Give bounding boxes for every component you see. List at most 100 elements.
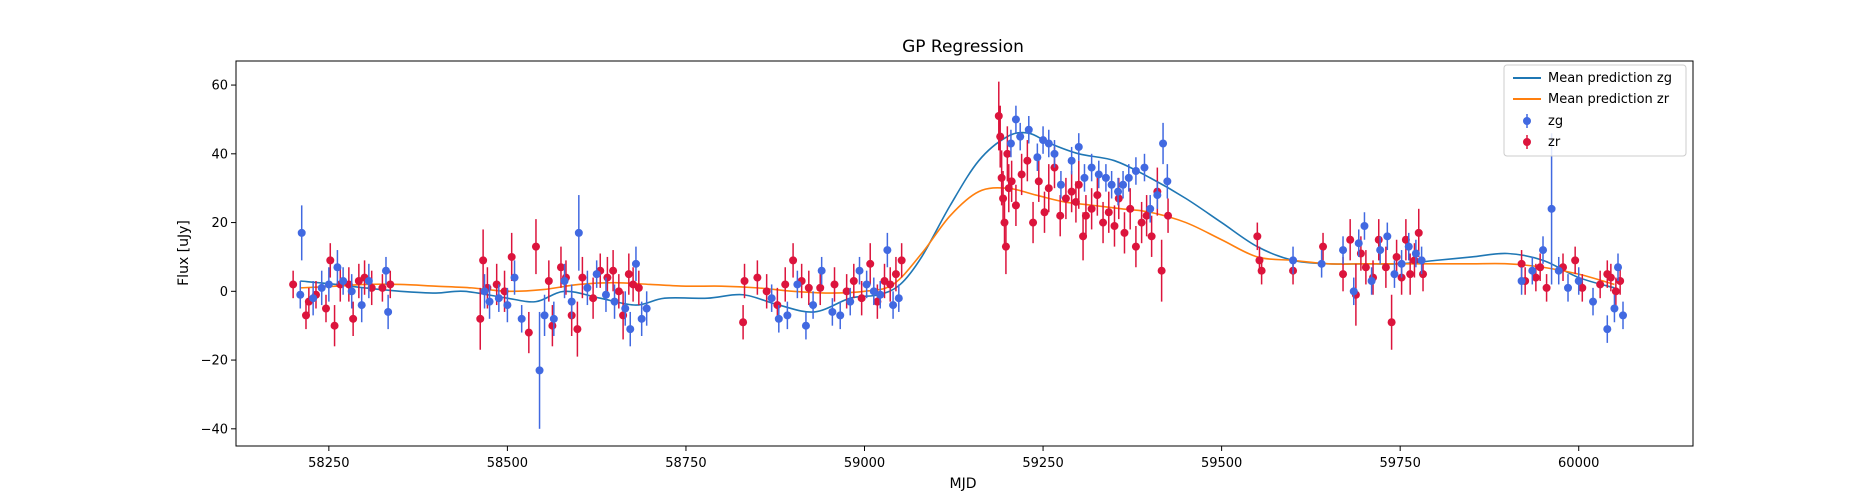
- zr-point: [634, 283, 643, 292]
- zg-point: [621, 304, 630, 313]
- zg-point: [642, 304, 651, 313]
- zr-point: [573, 325, 582, 334]
- zg-point: [631, 259, 640, 268]
- zr-point: [1056, 211, 1065, 220]
- zr-point: [1253, 232, 1262, 241]
- x-tick-label: 58250: [308, 456, 349, 471]
- zr-point: [1007, 177, 1016, 186]
- zg-point: [1417, 256, 1426, 265]
- zr-point: [1120, 228, 1129, 237]
- zr-point: [1392, 252, 1401, 261]
- zg-point: [1397, 259, 1406, 268]
- zg-point: [883, 246, 892, 255]
- zr-point: [326, 256, 335, 265]
- x-tick-label: 59250: [1022, 456, 1063, 471]
- zg-point: [535, 366, 544, 375]
- zg-point: [1603, 325, 1612, 334]
- x-tick-label: 60000: [1558, 456, 1599, 471]
- axes-frame: [235, 60, 1694, 447]
- zr-point: [1093, 191, 1102, 200]
- zr-point: [548, 321, 557, 330]
- zg-point: [767, 294, 776, 303]
- zr-point: [781, 280, 790, 289]
- zr-point: [500, 287, 509, 296]
- zg-point: [1610, 304, 1619, 313]
- zr-point: [1001, 242, 1010, 251]
- mean-line-zr: [300, 187, 1615, 294]
- zg-point: [517, 314, 526, 323]
- zg-point: [364, 277, 373, 285]
- zg-point: [339, 277, 348, 285]
- zg-point: [1067, 156, 1076, 165]
- x-tick-label: 59500: [1201, 456, 1242, 471]
- zg-point: [801, 321, 810, 330]
- zg-point: [1547, 204, 1556, 213]
- zr-point: [544, 277, 553, 285]
- zr-point: [1079, 232, 1088, 241]
- zr-point: [614, 287, 623, 296]
- zr-point: [609, 266, 618, 275]
- zg-point: [1383, 232, 1392, 241]
- y-tick-label: 20: [211, 216, 228, 231]
- zg-point: [1163, 177, 1172, 186]
- zr-point: [1126, 204, 1135, 213]
- zg-point: [1107, 180, 1116, 189]
- zg-point: [1564, 283, 1573, 292]
- zg-point: [1074, 142, 1083, 151]
- zr-point: [1147, 232, 1156, 241]
- zr-point: [886, 280, 895, 289]
- zg-point: [637, 314, 646, 323]
- zg-point: [846, 297, 855, 306]
- zr-point: [1034, 177, 1043, 186]
- zg-point: [1094, 170, 1103, 179]
- legend-label-zr: zr: [1548, 135, 1561, 150]
- y-axis-ticks: −40 −20 0 20 40 60: [201, 79, 236, 437]
- zr-point: [1387, 318, 1396, 327]
- zr-point: [1571, 256, 1580, 265]
- zr-point: [999, 194, 1008, 203]
- zg-point: [1140, 163, 1149, 172]
- zr-point: [1374, 235, 1383, 244]
- zr-point: [1361, 263, 1370, 272]
- zr-point: [1319, 242, 1328, 251]
- zr-point: [1074, 180, 1083, 189]
- zr-point: [1131, 242, 1140, 251]
- zr-point: [1137, 218, 1146, 227]
- x-tick-label: 59000: [844, 456, 885, 471]
- zg-point: [560, 277, 569, 285]
- zr-point: [556, 263, 565, 272]
- zr-point: [1606, 273, 1615, 282]
- zr-point: [524, 328, 533, 337]
- zg-point: [774, 314, 783, 323]
- legend-marker-zg: [1523, 117, 1531, 125]
- zr-point: [624, 270, 633, 279]
- zr-point: [1061, 194, 1070, 203]
- y-tick-label: 60: [211, 79, 228, 94]
- zg-point: [809, 301, 818, 310]
- x-tick-label: 58500: [487, 456, 528, 471]
- zg-point: [480, 287, 489, 296]
- zr-point: [1000, 218, 1009, 227]
- zg-point: [297, 228, 306, 237]
- zg-point: [540, 311, 549, 320]
- zg-point: [510, 273, 519, 282]
- zg-point: [1354, 239, 1363, 248]
- zg-point: [1367, 277, 1376, 285]
- zr-point: [1029, 218, 1038, 227]
- zg-point: [1159, 139, 1168, 148]
- zr-point: [857, 294, 866, 303]
- zg-point: [1411, 249, 1420, 258]
- zg-point: [1589, 297, 1598, 306]
- zr-point: [378, 283, 387, 292]
- zg-point: [894, 294, 903, 303]
- zr-point: [1346, 235, 1355, 244]
- zg-point: [610, 297, 619, 306]
- zr-point: [1110, 222, 1119, 230]
- zg-points: [296, 105, 1628, 429]
- zg-point: [592, 270, 601, 279]
- zg-point: [1574, 277, 1583, 285]
- y-tick-label: 0: [220, 285, 228, 300]
- y-tick-label: 40: [211, 147, 228, 162]
- zg-point: [869, 287, 878, 296]
- zr-point: [507, 252, 516, 261]
